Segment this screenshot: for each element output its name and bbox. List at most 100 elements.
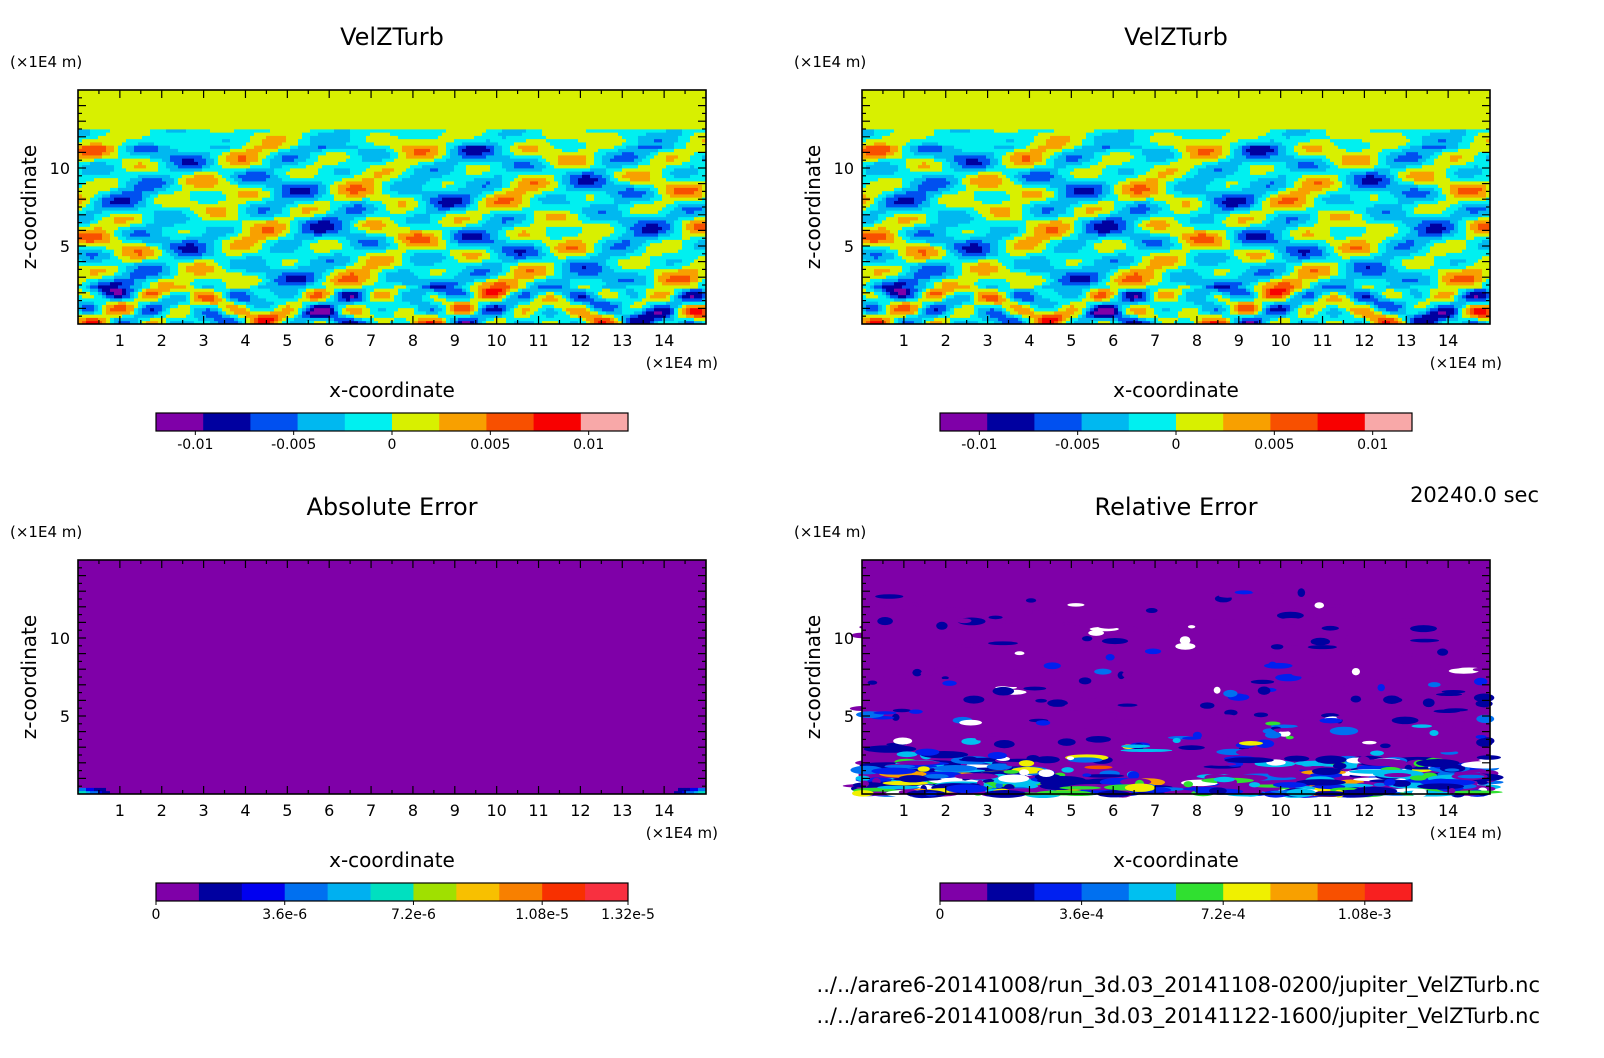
heatmap-cell [442, 253, 450, 257]
heatmap-cell [106, 145, 114, 149]
heatmap-cell [398, 223, 442, 227]
heatmap-cell [1082, 227, 1086, 231]
heatmap-cell [990, 272, 1026, 276]
heatmap-cell [626, 188, 634, 192]
heatmap-cell [1458, 311, 1462, 315]
heatmap-cell [918, 230, 930, 234]
heatmap-cell [1194, 240, 1214, 244]
heatmap-cell [1190, 285, 1202, 289]
heatmap-cell [274, 308, 282, 312]
heatmap-cell [1298, 292, 1306, 296]
heatmap-cell [302, 311, 306, 315]
heatmap-cell [446, 158, 538, 162]
heatmap-cell [1286, 162, 1298, 166]
heatmap-cell [918, 149, 942, 153]
heatmap-cell [398, 269, 410, 273]
heatmap-cell [302, 243, 310, 247]
heatmap-cell [1030, 308, 1034, 312]
heatmap-cell [638, 139, 654, 143]
heatmap-cell [126, 168, 158, 172]
heatmap-cell [902, 236, 910, 240]
heatmap-cell [1002, 181, 1014, 185]
heatmap-cell [1334, 142, 1370, 146]
heatmap-cell [1018, 171, 1030, 175]
heatmap-cell [566, 256, 590, 260]
heatmap-cell [1222, 305, 1230, 309]
heatmap-cell [882, 253, 894, 257]
heatmap-cell [1382, 210, 1390, 214]
heatmap-cell [310, 311, 330, 315]
colorbar-segment [486, 413, 534, 431]
heatmap-cell [1458, 318, 1478, 322]
heatmap-cell [1150, 217, 1174, 221]
heatmap-cell [1118, 266, 1130, 270]
heatmap-cell [450, 305, 454, 309]
heatmap-cell [1086, 210, 1094, 214]
heatmap-cell [1046, 256, 1102, 260]
heatmap-cell [506, 136, 546, 140]
heatmap-cell [1034, 165, 1054, 169]
heatmap-cell [998, 259, 1014, 263]
heatmap-cell [450, 240, 458, 244]
heatmap-cell [470, 292, 474, 296]
heatmap-cell [222, 152, 230, 156]
heatmap-cell [1106, 194, 1118, 198]
heatmap-cell [926, 217, 938, 221]
heatmap-cell [338, 295, 342, 299]
heatmap-cell [1474, 275, 1482, 279]
heatmap-cell [1374, 175, 1386, 179]
heatmap-cell [1062, 282, 1090, 286]
heatmap-cell [194, 272, 206, 276]
heatmap-cell [1294, 149, 1306, 153]
heatmap-cell [1110, 145, 1142, 149]
heatmap-cell [334, 181, 346, 185]
heatmap-cell [1074, 175, 1098, 179]
heatmap-cell [94, 311, 102, 315]
heatmap-cell [438, 145, 446, 149]
heatmap-cell [118, 236, 126, 240]
heatmap-cell [670, 223, 674, 227]
heatmap-cell [290, 145, 298, 149]
heatmap-cell [1462, 249, 1490, 253]
heatmap-cell [954, 266, 962, 270]
heatmap-cell [1370, 288, 1386, 292]
heatmap-cell [946, 249, 950, 253]
heatmap-cell [1214, 282, 1242, 286]
heatmap-cell [1398, 243, 1414, 247]
heatmap-cell [1046, 227, 1058, 231]
heatmap-cell [1086, 311, 1090, 315]
heatmap-cell [1390, 262, 1402, 266]
heatmap-cell [978, 158, 990, 162]
heatmap-cell [998, 292, 1006, 296]
heatmap-cell [438, 149, 446, 153]
heatmap-cell [274, 188, 282, 192]
heatmap-cell [334, 259, 350, 263]
heatmap-cell [1030, 318, 1034, 322]
heatmap-cell [1178, 311, 1198, 315]
heatmap-cell [1030, 314, 1042, 318]
heatmap-cell [334, 129, 350, 133]
heatmap-cell [1466, 223, 1470, 227]
heatmap-cell [1126, 275, 1142, 279]
heatmap-cell [390, 217, 406, 221]
heatmap-cell [586, 129, 666, 133]
heatmap-cell [466, 266, 502, 270]
heatmap-cell [1062, 295, 1078, 299]
heatmap-cell [1386, 314, 1398, 318]
heatmap-cell [386, 272, 414, 276]
heatmap-cell [986, 155, 994, 159]
heatmap-cell [106, 230, 114, 234]
heatmap-cell [630, 305, 642, 309]
heatmap-cell [1034, 308, 1058, 312]
heatmap-cell [1226, 175, 1278, 179]
heatmap-cell [114, 318, 138, 322]
heatmap-cell [406, 236, 430, 240]
heatmap-cell [1206, 165, 1238, 169]
heatmap-cell [166, 188, 182, 192]
heatmap-cell [1406, 305, 1414, 309]
heatmap-cell [102, 233, 110, 237]
heatmap-cell [1438, 275, 1442, 279]
heatmap-cell [98, 288, 102, 292]
heatmap-cell [954, 272, 962, 276]
heatmap-cell [1426, 308, 1430, 312]
